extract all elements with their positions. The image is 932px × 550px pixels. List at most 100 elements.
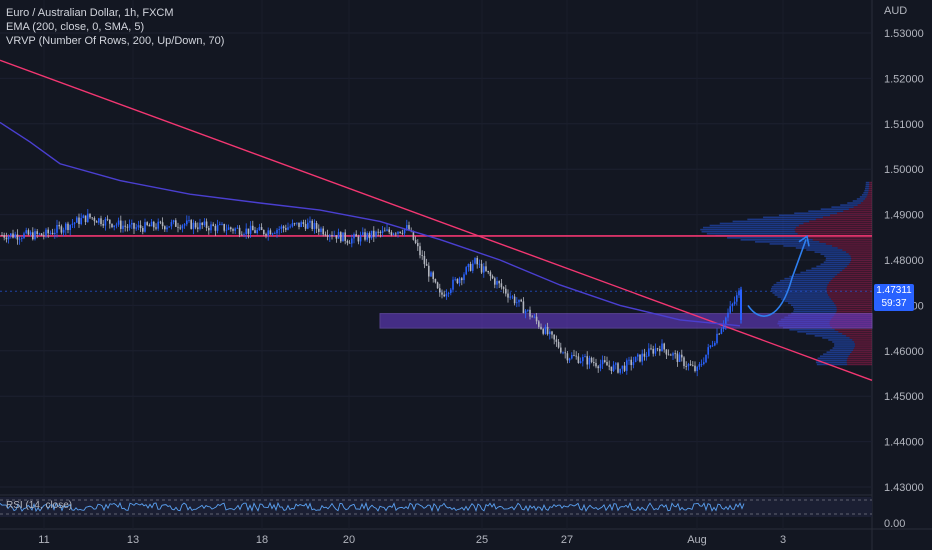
vrvp-indicator-label[interactable]: VRVP (Number Of Rows, 200, Up/Down, 70) — [6, 35, 225, 47]
candle-body — [472, 263, 474, 271]
candle-body — [168, 226, 170, 228]
time-tick-label: 25 — [476, 534, 488, 546]
candle-body — [610, 366, 613, 372]
candle-body — [531, 316, 533, 318]
candle-body — [34, 231, 36, 240]
volume-profile-bar-down — [834, 275, 872, 278]
candle-body — [234, 228, 236, 231]
candle-body — [287, 227, 289, 230]
volume-profile-bar-up — [789, 275, 835, 278]
time-tick-label: 20 — [343, 534, 355, 546]
volume-profile-bar-up — [789, 328, 835, 331]
volume-profile-bar-up — [783, 245, 833, 247]
candle-body — [346, 240, 349, 243]
candle-body — [318, 228, 320, 232]
candle-body — [199, 222, 201, 229]
candle-body — [357, 236, 360, 242]
candle-body — [689, 364, 692, 366]
candle-body — [698, 364, 701, 367]
rsi-indicator-label[interactable]: RSI (14, close) — [6, 500, 73, 511]
candle-body — [648, 348, 650, 357]
candle-body — [36, 231, 38, 235]
candle-body — [553, 334, 555, 340]
time-tick-label: 18 — [256, 534, 268, 546]
candle-body — [555, 339, 558, 342]
volume-profile-bar-down — [863, 200, 872, 202]
volume-profile-bar-up — [826, 351, 852, 353]
candle-body — [428, 265, 430, 277]
volume-profile-bar-down — [853, 349, 872, 351]
candle-body — [425, 264, 428, 266]
candle-body — [7, 235, 10, 240]
volume-profile-bar-up — [825, 257, 852, 260]
candle-body — [401, 232, 404, 234]
candle-body — [274, 233, 276, 235]
volume-profile-bar-down — [836, 310, 872, 313]
candle-body — [298, 222, 300, 227]
candle-body — [630, 359, 632, 366]
time-tick-label: 13 — [127, 534, 139, 546]
volume-profile-bar-up — [852, 200, 864, 202]
candle-body — [599, 364, 602, 369]
candle-body — [652, 348, 654, 354]
candle-body — [436, 282, 439, 289]
candle-body — [447, 292, 450, 294]
ema-indicator-label[interactable]: EMA (200, close, 0, SMA, 5) — [6, 21, 145, 33]
candle-body — [529, 309, 531, 317]
candle-body — [38, 233, 41, 235]
volume-profile-bar-down — [868, 189, 872, 192]
volume-profile-bar-down — [836, 308, 872, 311]
volume-profile-bar-down — [830, 279, 872, 282]
candle-body — [590, 357, 593, 363]
candle-body — [441, 292, 443, 295]
candle-body — [731, 303, 734, 307]
candle-body — [230, 227, 232, 230]
volume-profile-bar-down — [848, 263, 872, 266]
candle-body — [71, 223, 74, 225]
volume-profile-bar-up — [709, 224, 799, 227]
candle-body — [307, 222, 309, 229]
candle-body — [223, 223, 225, 231]
volume-profile-bar-down — [806, 236, 872, 239]
candle-body — [232, 229, 234, 231]
candle-body — [665, 349, 668, 355]
volume-profile-bar-down — [827, 292, 872, 294]
volume-profile-bar-up — [772, 292, 828, 294]
volume-profile-bar-down — [848, 208, 872, 210]
volume-profile-bar-down — [869, 183, 872, 186]
candle-body — [491, 276, 494, 279]
candle-body — [289, 226, 291, 228]
candle-body — [115, 224, 118, 226]
candle-body — [186, 220, 188, 225]
volume-profile-bar-up — [771, 290, 827, 292]
candle-body — [573, 355, 575, 356]
candle-body — [412, 230, 415, 240]
candle-body — [729, 306, 731, 313]
candle-body — [667, 354, 670, 356]
price-tick-label: 1.49000 — [884, 210, 924, 222]
candle-body — [619, 368, 621, 373]
candle-body — [271, 233, 274, 235]
candle-body — [399, 231, 401, 233]
volume-profile-bar-up — [794, 212, 837, 215]
volume-profile-bar-up — [788, 302, 835, 304]
candle-body — [236, 227, 239, 229]
candle-body — [656, 348, 659, 350]
candle-body — [260, 227, 263, 230]
candle-body — [467, 263, 470, 268]
volume-profile-bar-down — [842, 333, 872, 335]
candle-body — [417, 243, 419, 247]
candle-body — [249, 225, 252, 234]
candle-body — [637, 354, 639, 357]
candle-body — [392, 233, 395, 235]
candle-body — [47, 229, 49, 234]
volume-profile-bar-down — [853, 206, 872, 208]
candle-body — [65, 223, 67, 230]
candle-body — [608, 365, 610, 367]
candle-body — [102, 224, 104, 226]
symbol-title[interactable]: Euro / Australian Dollar, 1h, FXCM — [6, 7, 174, 19]
volume-profile-bar-up — [784, 277, 833, 280]
candle-body — [128, 224, 131, 228]
candle-body — [584, 356, 586, 358]
